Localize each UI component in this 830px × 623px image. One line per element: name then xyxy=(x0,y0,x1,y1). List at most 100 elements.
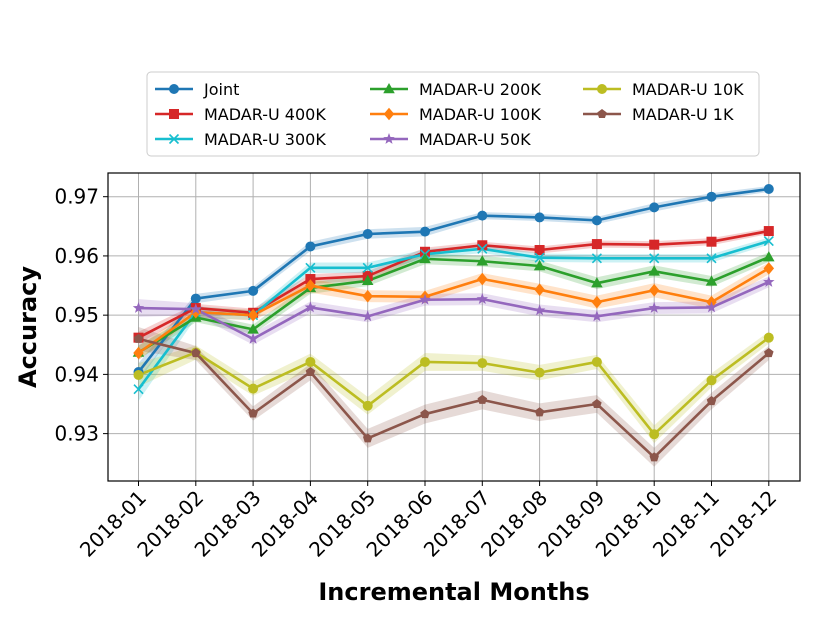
legend-label: MADAR-U 300K xyxy=(204,130,326,149)
series-line xyxy=(138,337,770,459)
data-point xyxy=(764,348,774,358)
data-point xyxy=(763,251,775,262)
y-tick-label: 0.97 xyxy=(54,185,99,209)
data-point xyxy=(592,399,602,409)
legend-label: MADAR-U 200K xyxy=(419,80,541,99)
legend-swatch-marker xyxy=(168,133,180,145)
data-point xyxy=(477,358,488,369)
y-tick-label: 0.96 xyxy=(54,244,99,268)
data-point xyxy=(705,275,718,286)
legend-swatch-marker xyxy=(383,107,395,121)
data-point xyxy=(361,274,374,286)
data-point xyxy=(706,253,717,264)
legend-swatch-marker xyxy=(169,84,179,94)
data-point xyxy=(706,396,717,406)
data-point xyxy=(763,236,774,247)
data-point xyxy=(649,452,659,462)
data-point xyxy=(247,308,259,322)
data-point xyxy=(477,210,488,221)
data-point xyxy=(477,243,488,254)
data-point xyxy=(706,191,717,202)
legend-entry: MADAR-U 1K xyxy=(583,105,734,124)
legend-swatch-marker xyxy=(383,133,395,144)
data-point xyxy=(649,429,660,440)
data-point xyxy=(420,226,430,237)
data-point xyxy=(362,433,373,443)
data-point xyxy=(763,262,775,275)
data-point xyxy=(361,310,374,322)
data-point xyxy=(133,333,144,343)
data-point xyxy=(476,255,489,266)
data-point xyxy=(649,239,660,250)
data-point xyxy=(477,240,488,251)
data-point xyxy=(191,348,201,358)
data-point xyxy=(706,375,717,386)
data-point xyxy=(133,346,144,360)
data-point xyxy=(362,400,373,411)
data-point xyxy=(305,241,316,252)
series-line xyxy=(137,255,770,354)
data-point xyxy=(534,367,545,378)
data-point xyxy=(248,285,259,296)
series-line xyxy=(138,280,770,341)
data-point xyxy=(591,295,603,309)
series-line xyxy=(137,187,769,373)
data-point xyxy=(705,301,718,313)
y-tick-label: 0.95 xyxy=(54,303,99,327)
legend-box xyxy=(146,71,760,157)
data-point xyxy=(305,367,316,377)
y-tick-label: 0.94 xyxy=(54,362,99,386)
data-point xyxy=(591,310,603,322)
data-point xyxy=(133,369,144,380)
data-point xyxy=(763,332,774,343)
data-point xyxy=(190,303,202,315)
data-point xyxy=(591,277,603,288)
data-point xyxy=(132,302,145,313)
legend-label: MADAR-U 400K xyxy=(204,105,326,124)
data-point xyxy=(534,245,545,255)
data-point xyxy=(591,253,602,264)
data-point xyxy=(763,275,775,287)
data-point xyxy=(248,383,259,394)
data-point xyxy=(247,323,259,334)
legend: Joint MADAR-U 400K MADAR-U 300K MADAR-U 200… xyxy=(146,71,760,157)
data-point xyxy=(649,202,660,213)
legend-entry: MADAR-U 400K xyxy=(155,105,326,124)
data-point xyxy=(476,293,489,305)
confidence-band xyxy=(138,331,769,444)
legend-label: Joint xyxy=(203,80,239,99)
data-point xyxy=(534,252,545,263)
data-point xyxy=(477,272,488,286)
data-point xyxy=(648,265,660,276)
data-point xyxy=(706,236,717,247)
data-point xyxy=(305,279,316,292)
series-line xyxy=(137,267,770,355)
data-point xyxy=(591,239,602,250)
data-point xyxy=(362,262,373,273)
data-point xyxy=(534,407,545,417)
y-axis-title: Accuracy xyxy=(14,266,42,388)
legend-swatch-marker xyxy=(597,109,607,119)
data-point xyxy=(133,384,144,395)
data-point xyxy=(420,356,430,367)
legend-label: MADAR-U 100K xyxy=(419,105,541,124)
data-point xyxy=(534,283,545,296)
legend-label: MADAR-U 1K xyxy=(632,105,734,124)
plot-frame xyxy=(107,172,801,482)
legend-label: MADAR-U 50K xyxy=(419,130,531,149)
x-axis-title: Incremental Months xyxy=(318,578,589,606)
data-point xyxy=(648,284,660,297)
y-tick-label: 0.93 xyxy=(54,422,99,446)
data-point xyxy=(591,215,602,226)
legend-entry: MADAR-U 200K xyxy=(370,80,541,99)
legend-entry: Joint xyxy=(155,80,239,99)
data-point xyxy=(763,226,774,237)
legend-label: MADAR-U 10K xyxy=(632,80,744,99)
data-point xyxy=(420,246,430,257)
data-point xyxy=(649,253,660,264)
legend-swatch-marker xyxy=(169,109,179,119)
data-point xyxy=(362,229,373,240)
data-point xyxy=(763,183,774,194)
data-point xyxy=(190,293,201,304)
data-point xyxy=(420,409,430,419)
